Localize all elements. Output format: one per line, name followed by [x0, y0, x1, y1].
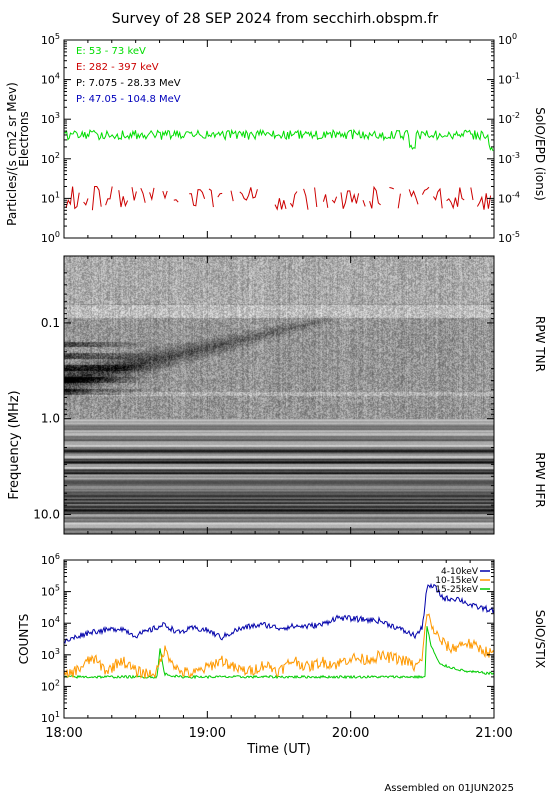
stix-tick-label: 104: [41, 615, 60, 630]
epd-tick-label: 100: [41, 230, 60, 245]
epd-legend-item: E: 53 - 73 keV: [76, 46, 146, 57]
rpw-tick-label: 10.0: [33, 507, 60, 521]
epd-panel: 100 10-5 101 10-4 102 10-3 103 10-2 104 10-1 105 10…: [5, 32, 547, 245]
epd-tick-label: 102: [41, 151, 60, 166]
stix-tick-label: 106: [41, 552, 60, 567]
stix-time-label: 19:00: [189, 726, 226, 741]
epd-tick-label-right: 10-5: [498, 230, 520, 245]
epd-tick-label-right: 100: [498, 32, 517, 47]
epd-legend: E: 53 - 73 keV E: 282 - 397 keV P: 7.075…: [76, 46, 181, 105]
epd-ylabel-right: SolO/EPD (ions): [533, 107, 547, 201]
stix-legend-item: 4-10keV: [441, 567, 479, 577]
rpw-hfr-label: RPW HFR: [533, 452, 547, 508]
stix-time-label: 21:00: [475, 726, 512, 741]
figure-title: Survey of 28 SEP 2024 from secchirh.obsp…: [112, 11, 439, 27]
stix-series-15-25: [64, 626, 494, 680]
epd-tick-label: 105: [41, 32, 60, 47]
stix-legend: 4-10keV 10-15keV 15-25keV: [435, 567, 490, 595]
stix-tick-label: 101: [41, 710, 60, 725]
epd-tick-label-right: 10-2: [498, 111, 520, 126]
epd-legend-item: P: 47.05 - 104.8 MeV: [76, 94, 181, 105]
epd-legend-item: P: 7.075 - 28.33 MeV: [76, 78, 181, 89]
rpw-axis-ticks: 0.1 1.0 10.0: [33, 256, 495, 534]
assembled-footer: Assembled on 01JUN2025: [384, 783, 514, 794]
epd-ylabel-electrons: Electrons: [17, 111, 31, 166]
stix-ylabel-right: SolO/STIX: [533, 610, 547, 669]
stix-series-10-15: [64, 613, 494, 679]
epd-tick-label: 101: [41, 190, 60, 205]
epd-tick-label-right: 10-4: [498, 190, 520, 205]
rpw-ylabel: Frequency (MHz): [7, 390, 22, 499]
rpw-panel: 0.1 1.0 10.0 Frequency (MHz) RPW TNR RPW H…: [7, 255, 547, 535]
epd-legend-item: E: 282 - 397 keV: [76, 62, 159, 73]
stix-time-label: 20:00: [332, 726, 369, 741]
epd-tick-label-right: 10-3: [498, 151, 520, 166]
rpw-tnr-label: RPW TNR: [533, 316, 547, 372]
stix-panel: 101 102 103 104 105 106 18:00 19:00 20:00 21:00 4…: [17, 552, 547, 757]
epd-tick-label: 104: [41, 72, 60, 87]
stix-time-label: 18:00: [45, 726, 82, 741]
rpw-tick-label: 0.1: [41, 316, 60, 330]
epd-axis-ticks: 100 10-5 101 10-4 102 10-3 103 10-2 104 10-1 105 10…: [41, 32, 520, 245]
rpw-spectrogram: [64, 256, 494, 534]
stix-tick-label: 102: [41, 678, 60, 693]
epd-ylabel: Particles/(s cm2 sr Mev): [5, 82, 19, 226]
stix-series-4-10: [64, 582, 494, 645]
stix-xlabel: Time (UT): [246, 742, 311, 757]
epd-tick-label: 103: [41, 111, 60, 126]
stix-legend-item: 15-25keV: [435, 585, 479, 595]
rpw-tick-label: 1.0: [41, 412, 60, 426]
stix-tick-label: 103: [41, 647, 60, 662]
stix-tick-label: 105: [41, 584, 60, 599]
epd-electrons-low-series: [64, 128, 494, 152]
epd-tick-label-right: 10-1: [498, 72, 520, 87]
stix-axis-ticks: 101 102 103 104 105 106 18:00 19:00 20:00 21:00: [41, 552, 513, 741]
stix-legend-item: 10-15keV: [435, 576, 479, 586]
stix-ylabel: COUNTS: [17, 614, 31, 665]
epd-electrons-high-series: [65, 185, 492, 211]
